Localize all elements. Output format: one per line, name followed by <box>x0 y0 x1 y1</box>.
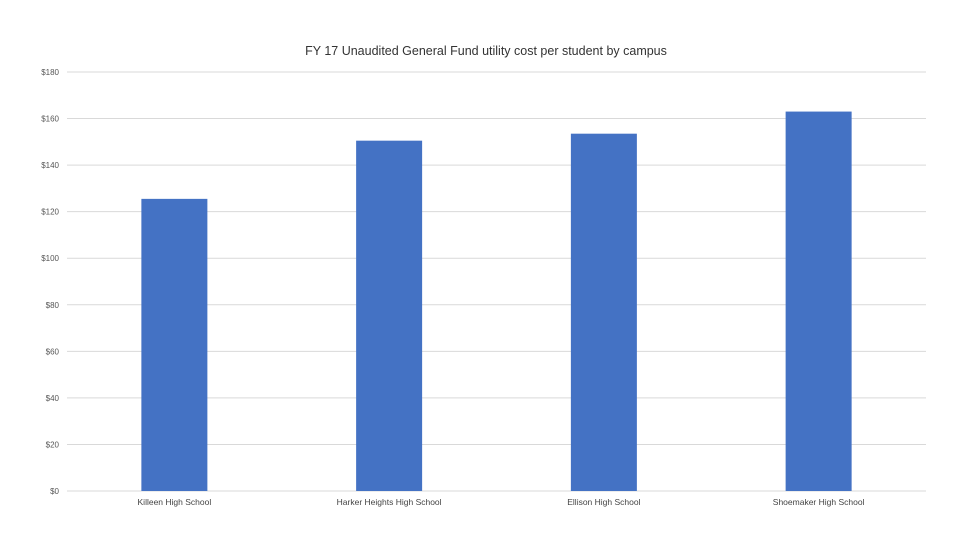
gridlines <box>67 71 926 492</box>
y-tick-label: $40 <box>46 394 60 403</box>
bar <box>141 198 208 491</box>
y-tick-label: $60 <box>46 347 60 356</box>
y-tick-label: $20 <box>46 440 60 449</box>
bar <box>570 133 637 492</box>
y-tick-label: $80 <box>46 301 60 310</box>
x-category-label: Ellison High School <box>567 497 640 507</box>
y-tick-label: $180 <box>41 68 59 77</box>
y-tick-label: $160 <box>41 115 59 124</box>
x-category-label: Shoemaker High School <box>773 497 865 507</box>
bar <box>356 140 423 492</box>
y-tick-label: $120 <box>41 208 59 217</box>
bar <box>785 111 852 492</box>
chart-title: FY 17 Unaudited General Fund utility cos… <box>305 44 667 58</box>
y-tick-label: $0 <box>50 487 59 496</box>
y-tick-label: $100 <box>41 254 59 263</box>
x-category-label: Harker Heights High School <box>337 497 442 507</box>
y-axis-ticks: $0 $20 $40 $60 $80 $100 $120 $140 $160 $180 <box>41 68 59 496</box>
x-category-label: Killeen High School <box>138 497 212 507</box>
bars <box>141 111 852 492</box>
x-axis-labels: Killeen High School Harker Heights High S… <box>138 497 865 507</box>
y-tick-label: $140 <box>41 161 59 170</box>
